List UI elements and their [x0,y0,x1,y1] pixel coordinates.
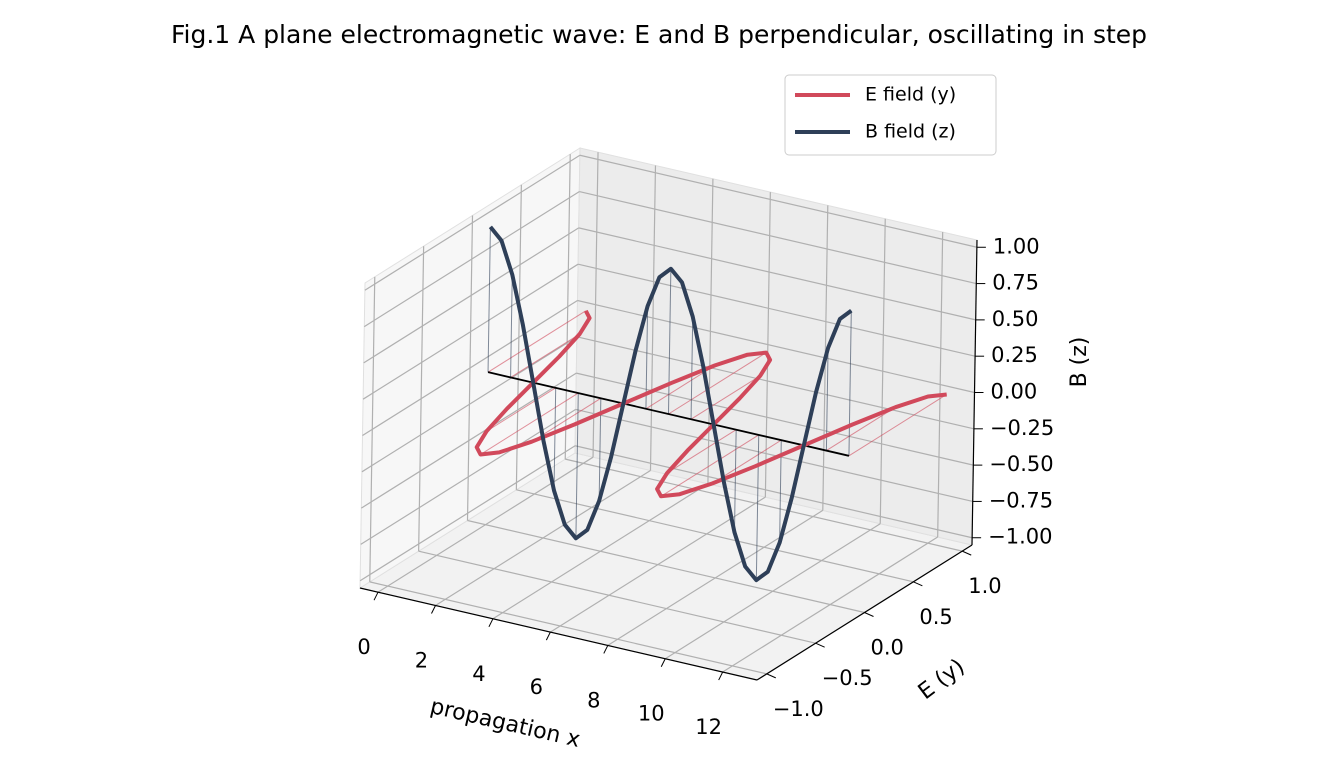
z-tick-label: −0.75 [989,488,1053,512]
stem [667,268,672,415]
tick-mark [766,673,776,679]
stem [848,310,852,456]
z-axis-label: B (z) [1067,337,1092,388]
legend-label: E field (y) [865,84,956,106]
z-axis-line [971,239,978,546]
grid-line [579,154,978,248]
x-tick-label: 6 [530,675,543,699]
series-line [474,309,947,499]
x-tick-label: 4 [472,662,485,686]
grid-line [360,408,577,545]
y-tick-label: −0.5 [822,666,873,690]
tick-mark [718,671,724,681]
stem [480,392,579,455]
z-tick-label: 0.00 [991,380,1038,404]
stem [487,310,587,373]
stem [575,393,579,539]
grid-line [575,408,973,503]
grid-line [363,191,580,328]
y-axis-label: E (y) [914,654,970,705]
x-axis-line [359,587,758,681]
stem [826,406,896,452]
x-tick-label: 0 [357,635,370,659]
tick-mark [864,612,874,617]
grid-line [360,372,577,509]
z-tick-label: −1.00 [988,525,1052,549]
stem [553,387,557,491]
grid-line [364,154,581,291]
x-tick-label: 8 [587,688,600,712]
legend-label: B field (z) [865,121,956,143]
grid-line [363,227,580,364]
x-tick-label: 2 [415,648,428,672]
z-tick-label: 1.00 [993,234,1040,258]
y-tick-label: −1.0 [773,697,824,721]
y-tick-label: 1.0 [968,574,1001,598]
grid-line [578,227,976,321]
grid-line [577,263,976,357]
grid-line [565,458,963,552]
tick-mark [431,605,436,614]
grid-line [369,581,767,675]
z-tick-label: 0.25 [991,343,1038,367]
stem [668,352,767,415]
tick-mark [962,550,972,556]
grid-line [418,550,816,644]
tick-mark [913,581,923,587]
grid-line [576,372,974,466]
grid-line [579,190,977,285]
tick-mark [545,631,551,641]
grid-line [362,299,578,437]
stem [848,394,947,457]
grid-line [362,263,579,400]
z-tick-label: −0.50 [989,452,1053,476]
chart-title: Fig.1 A plane electromagnetic wave: E an… [171,20,1147,49]
axes-3d [358,147,986,681]
propagation-axis [487,371,850,457]
stem [510,274,513,378]
stem [690,316,694,420]
grid-line [576,336,975,430]
z-tick-label: −0.25 [990,416,1054,440]
stem [755,434,760,581]
stem [690,375,761,420]
tick-mark [603,645,609,654]
y-tick-label: 0.0 [871,636,904,660]
stem [487,226,491,373]
stem [660,434,759,497]
grid-line [361,336,578,473]
tick-mark [660,658,666,667]
y-axis-line [756,544,973,681]
x-axis-label: propagation x [428,694,583,753]
grid-line [359,445,576,582]
legend: E field (y) B field (z) [784,74,997,156]
stem [510,333,580,378]
stem [486,387,556,432]
z-tick-label: 0.50 [992,307,1039,331]
tick-mark [488,618,494,628]
grid-line [574,445,973,539]
y-tick-label: 0.5 [919,605,952,629]
z-tick-label: 0.75 [992,271,1039,295]
x-tick-label: 10 [638,702,665,726]
tick-mark [373,591,379,601]
stem [666,429,737,474]
tick-mark [815,642,825,648]
grid-line [467,519,865,614]
x-tick-label: 12 [695,715,722,739]
stem [733,429,737,533]
series-line [488,225,853,583]
grid-line [516,489,914,583]
